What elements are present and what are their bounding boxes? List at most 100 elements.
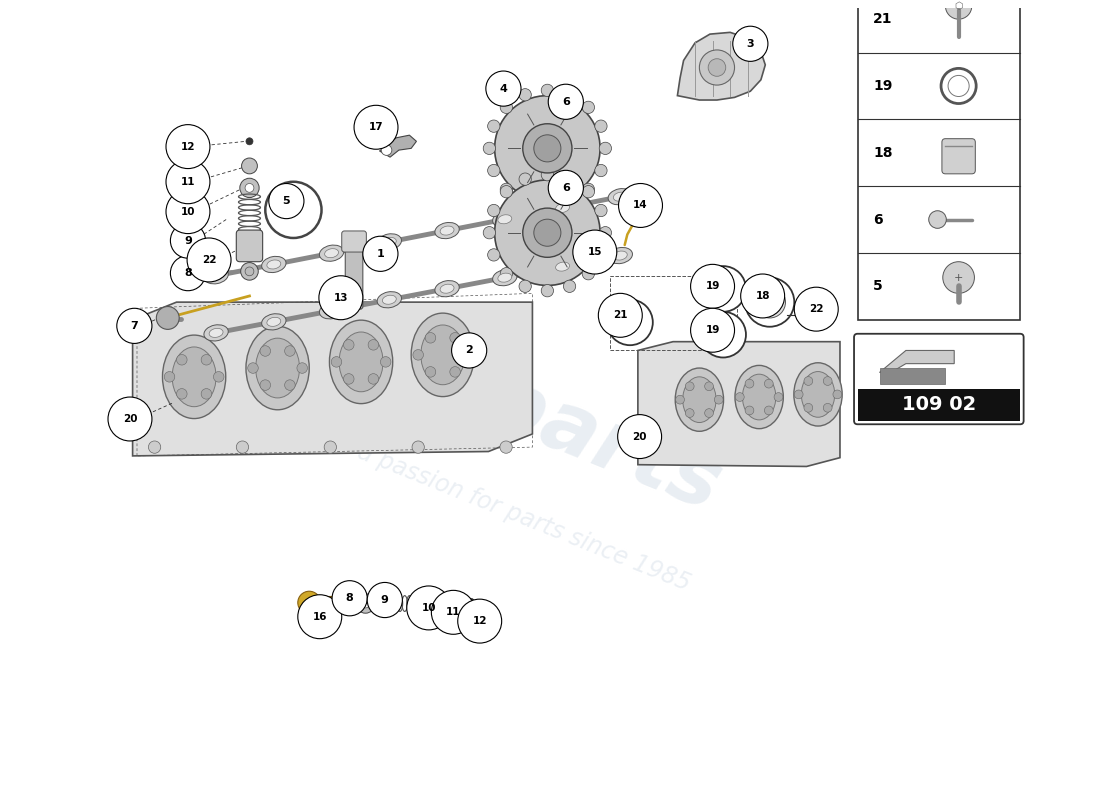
Circle shape: [764, 406, 773, 415]
Text: 18: 18: [756, 291, 770, 301]
Ellipse shape: [614, 192, 627, 202]
Text: 14: 14: [634, 201, 648, 210]
Text: 20: 20: [123, 414, 138, 424]
Circle shape: [452, 333, 486, 368]
Circle shape: [794, 287, 838, 331]
Text: 10: 10: [421, 603, 436, 613]
Circle shape: [368, 374, 378, 384]
Circle shape: [754, 286, 785, 318]
Circle shape: [450, 333, 461, 343]
Circle shape: [241, 262, 258, 280]
Circle shape: [740, 274, 784, 318]
Ellipse shape: [794, 362, 843, 426]
Text: 3: 3: [747, 38, 755, 49]
Circle shape: [236, 441, 249, 454]
Text: +: +: [954, 273, 964, 282]
Circle shape: [582, 101, 594, 114]
Text: euoparts: euoparts: [314, 296, 734, 528]
Text: 11: 11: [180, 177, 195, 186]
Circle shape: [705, 382, 714, 390]
Text: 8: 8: [345, 594, 353, 603]
Circle shape: [108, 397, 152, 441]
Ellipse shape: [411, 313, 474, 397]
Circle shape: [499, 441, 513, 454]
FancyBboxPatch shape: [858, 0, 1020, 320]
Circle shape: [201, 354, 211, 365]
Text: 9: 9: [184, 236, 191, 246]
Circle shape: [685, 382, 694, 390]
Circle shape: [170, 255, 206, 290]
Text: 12: 12: [473, 616, 487, 626]
Circle shape: [245, 267, 254, 276]
Circle shape: [519, 196, 531, 208]
Circle shape: [298, 594, 342, 638]
FancyBboxPatch shape: [236, 230, 263, 262]
FancyBboxPatch shape: [854, 334, 1024, 424]
Circle shape: [804, 403, 813, 412]
Circle shape: [412, 441, 425, 454]
Circle shape: [705, 409, 714, 418]
Circle shape: [548, 170, 583, 206]
Text: 8: 8: [184, 268, 191, 278]
Circle shape: [563, 280, 575, 293]
Text: 6: 6: [562, 183, 570, 193]
Circle shape: [708, 58, 726, 76]
Ellipse shape: [204, 325, 229, 341]
FancyBboxPatch shape: [942, 138, 976, 174]
Circle shape: [245, 183, 254, 192]
Circle shape: [285, 346, 295, 356]
Circle shape: [736, 393, 745, 402]
Polygon shape: [678, 32, 766, 100]
Circle shape: [176, 389, 187, 399]
Ellipse shape: [556, 262, 570, 271]
Circle shape: [618, 414, 661, 458]
Circle shape: [607, 299, 652, 345]
Ellipse shape: [262, 314, 286, 330]
Circle shape: [541, 84, 553, 97]
FancyBboxPatch shape: [345, 246, 363, 309]
Circle shape: [268, 183, 304, 218]
Text: 6: 6: [562, 97, 570, 106]
Circle shape: [833, 390, 842, 398]
Circle shape: [298, 591, 321, 614]
Circle shape: [428, 598, 435, 606]
Ellipse shape: [383, 238, 396, 246]
Circle shape: [324, 441, 337, 454]
Circle shape: [582, 183, 594, 195]
Circle shape: [487, 164, 499, 177]
Polygon shape: [133, 302, 532, 456]
FancyBboxPatch shape: [858, 389, 1020, 421]
Circle shape: [487, 204, 499, 217]
Ellipse shape: [614, 251, 627, 260]
Circle shape: [148, 441, 161, 454]
Text: a passion for parts since 1985: a passion for parts since 1985: [354, 439, 694, 595]
Circle shape: [595, 164, 607, 177]
Circle shape: [691, 264, 735, 308]
Ellipse shape: [267, 318, 280, 326]
FancyBboxPatch shape: [307, 597, 385, 609]
Text: 19: 19: [873, 79, 893, 93]
Circle shape: [487, 120, 499, 132]
Circle shape: [426, 366, 436, 377]
Circle shape: [468, 598, 474, 606]
Ellipse shape: [498, 214, 512, 224]
Ellipse shape: [493, 211, 517, 227]
Circle shape: [297, 362, 308, 374]
Circle shape: [331, 357, 342, 367]
Circle shape: [319, 276, 363, 320]
Circle shape: [450, 366, 461, 377]
Text: 17: 17: [368, 122, 383, 132]
Circle shape: [541, 200, 553, 213]
Ellipse shape: [172, 347, 216, 406]
Circle shape: [426, 333, 436, 343]
Circle shape: [764, 379, 773, 388]
Ellipse shape: [440, 226, 454, 235]
Circle shape: [381, 357, 390, 367]
Text: 16: 16: [312, 612, 327, 622]
Ellipse shape: [339, 332, 383, 392]
Text: 22: 22: [808, 304, 824, 314]
Text: 10: 10: [180, 206, 195, 217]
Ellipse shape: [550, 258, 574, 274]
Ellipse shape: [383, 295, 396, 304]
Circle shape: [600, 226, 612, 239]
